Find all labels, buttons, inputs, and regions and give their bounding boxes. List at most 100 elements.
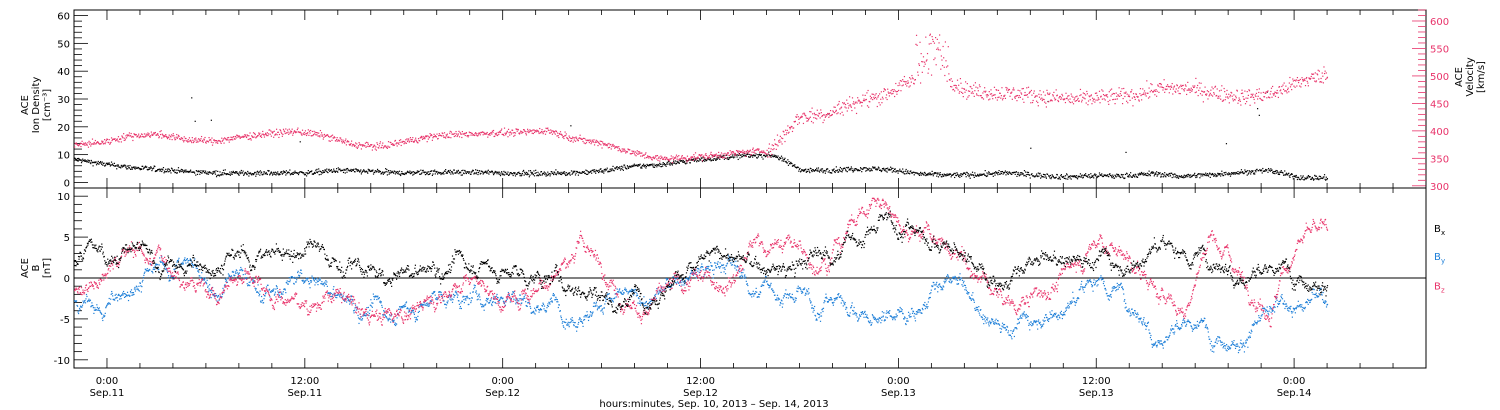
- velocity-point: [155, 134, 158, 136]
- density-point: [1157, 174, 1159, 176]
- velocity-point: [925, 60, 927, 62]
- velocity-point: [976, 94, 978, 96]
- by-point: [308, 282, 311, 285]
- density-point: [956, 173, 959, 175]
- density-point: [273, 172, 275, 174]
- density-point: [169, 169, 171, 172]
- velocity-point: [1313, 77, 1315, 79]
- velocity-point: [375, 149, 378, 151]
- velocity-point: [834, 106, 836, 108]
- density-point: [866, 169, 868, 172]
- density-point: [677, 161, 679, 163]
- velocity-point: [181, 138, 184, 140]
- density-point: [603, 172, 605, 174]
- density-point: [105, 164, 107, 166]
- velocity-point: [1126, 93, 1128, 95]
- density-point: [247, 172, 249, 174]
- velocity-point: [350, 142, 352, 145]
- density-point: [471, 170, 473, 172]
- density-point: [1253, 172, 1255, 174]
- density-point: [1147, 175, 1149, 177]
- by-point: [187, 259, 189, 262]
- velocity-point: [883, 90, 885, 93]
- velocity-point: [1209, 92, 1211, 94]
- density-point: [1147, 173, 1150, 175]
- velocity-point: [725, 157, 727, 159]
- density-point: [122, 164, 124, 167]
- velocity-point: [1320, 77, 1322, 80]
- velocity-point: [355, 142, 357, 144]
- velocity-point: [922, 61, 924, 63]
- density-point: [891, 167, 893, 169]
- velocity-point: [1042, 98, 1044, 100]
- density-point: [182, 170, 184, 172]
- velocity-point: [335, 138, 338, 141]
- velocity-point: [456, 135, 458, 138]
- by-point: [159, 257, 161, 259]
- density-point: [882, 168, 884, 170]
- velocity-point: [1124, 92, 1127, 94]
- velocity-tick-label: 600: [1430, 17, 1449, 28]
- velocity-point: [176, 137, 178, 139]
- density-point: [150, 166, 152, 168]
- velocity-point: [1222, 100, 1224, 102]
- density-point: [1180, 175, 1183, 177]
- density-point: [97, 160, 99, 163]
- density-point: [191, 97, 193, 99]
- density-point: [344, 169, 346, 171]
- density-axis-title-line: [cm⁻³]: [42, 89, 53, 121]
- velocity-point: [1018, 95, 1020, 97]
- density-point: [670, 162, 672, 164]
- velocity-point: [337, 140, 339, 142]
- velocity-point: [981, 97, 983, 99]
- velocity-point: [314, 133, 316, 135]
- velocity-point: [1251, 96, 1253, 98]
- velocity-point: [614, 147, 616, 149]
- density-point: [488, 173, 490, 175]
- density-point: [677, 162, 679, 164]
- velocity-point: [746, 149, 749, 152]
- velocity-point: [273, 130, 275, 132]
- velocity-point: [708, 155, 710, 157]
- density-point: [1065, 173, 1068, 175]
- velocity-point: [1290, 84, 1292, 86]
- density-point: [252, 173, 255, 176]
- by-point: [116, 296, 118, 299]
- density-point: [83, 160, 86, 162]
- density-point: [1033, 175, 1035, 177]
- velocity-point: [300, 133, 302, 135]
- density-point: [798, 168, 801, 170]
- by-point: [123, 292, 125, 295]
- density-point: [357, 169, 360, 172]
- density-point: [1026, 173, 1028, 176]
- velocity-point: [278, 133, 281, 136]
- density-point: [986, 172, 988, 174]
- velocity-point: [735, 154, 737, 156]
- velocity-point: [1288, 91, 1290, 93]
- density-point: [683, 161, 686, 163]
- by-point: [171, 276, 174, 278]
- velocity-point: [557, 135, 559, 137]
- velocity-point: [353, 144, 355, 146]
- density-point: [273, 171, 275, 173]
- velocity-point: [220, 142, 222, 144]
- velocity-point: [995, 97, 997, 99]
- by-point: [92, 305, 94, 307]
- velocity-point: [97, 141, 99, 144]
- density-point: [484, 170, 487, 172]
- density-point: [1111, 177, 1113, 179]
- velocity-point: [526, 131, 528, 133]
- density-point: [1149, 173, 1151, 176]
- density-point: [1229, 172, 1231, 175]
- velocity-point: [1232, 98, 1234, 100]
- density-point: [350, 168, 352, 171]
- density-point: [574, 170, 576, 172]
- density-point: [589, 171, 591, 173]
- velocity-point: [928, 43, 930, 45]
- density-point: [183, 171, 185, 174]
- velocity-point: [881, 102, 883, 104]
- by-point: [163, 264, 165, 266]
- velocity-point: [405, 142, 408, 144]
- velocity-point: [798, 122, 801, 124]
- density-point: [1300, 177, 1303, 179]
